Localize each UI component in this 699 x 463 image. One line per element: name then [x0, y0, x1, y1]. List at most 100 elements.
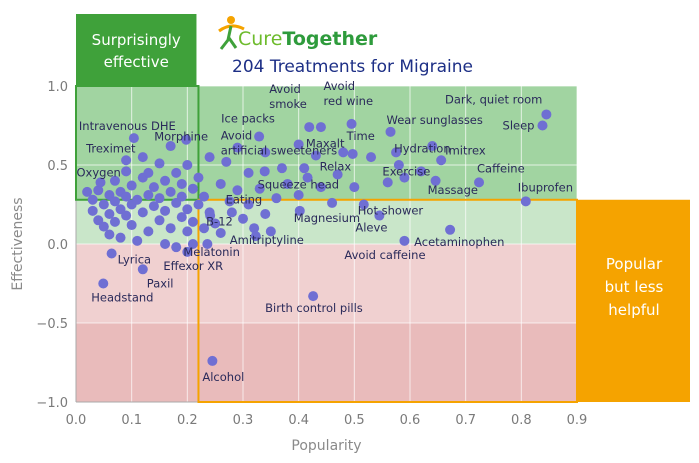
data-point — [294, 205, 305, 216]
data-point — [181, 134, 192, 145]
data-point — [338, 147, 349, 158]
data-point — [104, 208, 115, 219]
logo-part-2: Together — [282, 28, 377, 50]
point-label: Imitrex — [445, 143, 486, 157]
data-point — [121, 155, 132, 166]
data-point — [215, 227, 226, 238]
orange-annotation-box — [578, 199, 690, 402]
point-label: Headstand — [91, 291, 153, 305]
data-point — [243, 167, 254, 178]
data-point — [98, 199, 109, 210]
point-label: B-12 — [206, 215, 233, 229]
data-point — [430, 175, 441, 186]
point-label: Massage — [428, 183, 478, 197]
data-point — [93, 185, 104, 196]
data-point — [416, 166, 427, 177]
point-label: Amitriptyline — [230, 233, 304, 247]
data-point — [374, 210, 385, 221]
data-point — [132, 194, 143, 205]
data-point — [160, 239, 171, 249]
data-point — [87, 205, 98, 216]
point-label: Alcohol — [202, 370, 244, 384]
data-point — [137, 207, 148, 218]
data-point — [520, 196, 531, 207]
data-point — [126, 220, 137, 231]
y-tick-label: −0.5 — [36, 317, 68, 332]
data-point — [126, 180, 137, 191]
data-point — [148, 201, 159, 212]
data-point — [137, 264, 148, 275]
data-point — [115, 232, 126, 243]
point-label: Paxil — [147, 276, 174, 290]
data-point — [204, 152, 215, 163]
data-point — [154, 193, 165, 204]
logo-text: CureTogether — [238, 28, 378, 50]
data-point — [154, 215, 165, 226]
data-point — [199, 191, 210, 202]
point-label: Birth control pills — [265, 301, 363, 315]
data-point — [243, 199, 254, 210]
data-point — [171, 167, 182, 178]
data-point — [165, 141, 176, 152]
data-point — [393, 160, 404, 170]
data-point — [347, 148, 358, 159]
data-point — [260, 147, 271, 158]
point-label: Eating — [226, 192, 263, 206]
green-box-line-2: effective — [104, 53, 169, 71]
y-tick-label: −1.0 — [36, 396, 68, 411]
point-label: Dark, quiet room — [445, 92, 542, 106]
point-label: Caffeine — [477, 161, 525, 175]
y-axis-ticks: 1.0 0.5 0.0 −0.5 −1.0 — [36, 80, 68, 411]
data-point — [327, 197, 338, 208]
data-point — [226, 207, 237, 218]
data-point — [358, 199, 369, 210]
data-point — [250, 231, 261, 242]
point-label: Squeeze head — [258, 178, 340, 192]
data-point — [293, 190, 304, 201]
x-tick-label: 0.3 — [233, 413, 254, 428]
data-point — [121, 166, 132, 177]
data-point — [95, 177, 106, 188]
point-label: Maxalt — [306, 137, 345, 151]
point-label: Lyrica — [118, 252, 151, 266]
data-point — [132, 235, 143, 246]
data-point — [193, 172, 204, 183]
popular-less-helpful-outline — [197, 198, 578, 403]
y-tick-label: 0.0 — [47, 238, 68, 253]
data-point — [109, 216, 120, 227]
data-point — [160, 205, 171, 216]
data-point — [171, 242, 182, 253]
point-label: Treximet — [85, 141, 136, 155]
data-point — [215, 178, 226, 189]
point-label: Magnesium — [294, 211, 360, 225]
data-point — [104, 229, 115, 240]
data-point — [382, 177, 393, 188]
data-point — [299, 163, 310, 174]
surprisingly-effective-box: Surprisingly effective — [76, 14, 197, 86]
orange-box-line-3: helpful — [608, 301, 659, 319]
point-label: Exercise — [382, 165, 430, 179]
data-point — [537, 120, 548, 131]
x-tick-label: 0.2 — [177, 413, 198, 428]
data-point — [349, 182, 360, 193]
data-point — [282, 178, 293, 189]
data-point — [182, 226, 193, 237]
data-point — [148, 182, 159, 193]
data-point — [315, 122, 326, 133]
point-label: Effexor XR — [163, 259, 223, 273]
point-label: Avoid caffeine — [344, 248, 425, 262]
point-label: Time — [346, 129, 375, 143]
data-point — [210, 218, 221, 229]
data-point — [143, 226, 154, 237]
x-tick-label: 0.0 — [66, 413, 87, 428]
data-point — [436, 155, 447, 166]
data-point — [121, 210, 132, 221]
point-label: Relax — [320, 159, 352, 173]
data-point — [187, 216, 198, 227]
data-points — [82, 109, 552, 366]
data-point — [346, 118, 357, 129]
data-point — [445, 224, 456, 235]
point-label: Aleve — [355, 221, 387, 235]
y-tick-label: 0.5 — [47, 159, 68, 174]
data-point — [399, 235, 410, 246]
